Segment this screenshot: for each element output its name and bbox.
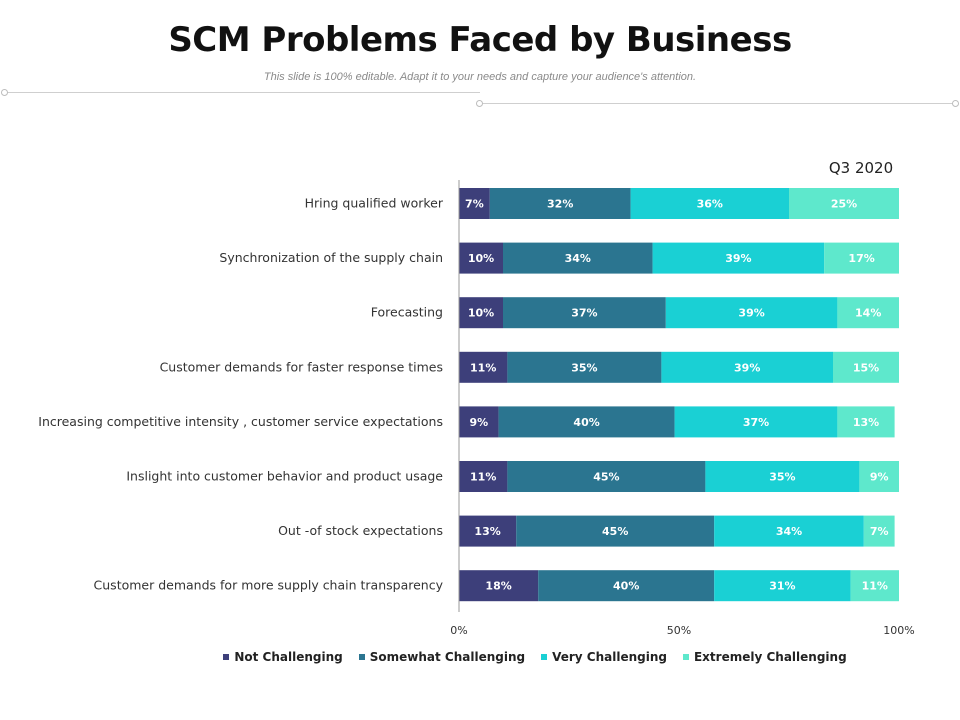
category-label: Inslight into customer behavior and prod… (126, 469, 443, 484)
period-label: Q3 2020 (829, 159, 893, 177)
bar-segment (824, 242, 899, 274)
data-label: 10% (468, 307, 494, 320)
data-label: 25% (831, 198, 857, 211)
bar-segment (661, 351, 833, 383)
bar-segment (850, 570, 899, 602)
bar-segment (859, 461, 899, 492)
data-label: 34% (565, 252, 591, 265)
bar-segment (459, 242, 503, 274)
decorative-dot-right (952, 100, 959, 107)
data-label: 15% (853, 361, 879, 374)
data-label: 37% (743, 416, 769, 429)
bar-segment (498, 406, 675, 438)
bar-segment (489, 188, 631, 219)
bar-segment (833, 351, 899, 383)
chart-legend: Not Challenging Somewhat Challenging Very … (0, 650, 960, 664)
legend-label: Not Challenging (234, 650, 343, 664)
bar-segment (714, 570, 851, 602)
data-label: 35% (769, 471, 795, 484)
data-label: 31% (769, 580, 795, 593)
bar-segment (503, 242, 653, 274)
legend-swatch (682, 654, 689, 660)
bar-segment (665, 297, 838, 329)
decorative-divider-left (4, 92, 480, 93)
bar-segment (459, 515, 517, 547)
data-label: 7% (465, 198, 484, 211)
legend-item: Very Challenging (541, 650, 667, 664)
legend-item: Not Challenging (223, 650, 343, 664)
data-label: 9% (870, 471, 889, 484)
bar-segment (459, 351, 508, 383)
bar-segment (837, 297, 899, 329)
bar-segment (538, 570, 715, 602)
data-label: 40% (573, 416, 599, 429)
data-label: 11% (470, 471, 496, 484)
bar-segment (516, 515, 715, 547)
x-tick-label: 50% (667, 624, 691, 637)
data-label: 11% (470, 361, 496, 374)
decorative-dot-left (1, 89, 8, 96)
category-label: Out -of stock expectations (278, 523, 443, 538)
legend-swatch (223, 654, 230, 660)
bar-segment (459, 297, 503, 329)
data-label: 35% (571, 361, 597, 374)
bar-segment (837, 406, 895, 438)
bar-segment (507, 351, 662, 383)
decorative-dot-center (476, 100, 483, 107)
data-label: 14% (855, 307, 881, 320)
data-label: 32% (547, 198, 573, 211)
bar-segment (652, 242, 825, 274)
page-subtitle: This slide is 100% editable. Adapt it to… (263, 71, 697, 83)
bar-segment (459, 406, 499, 438)
bar-segment (674, 406, 838, 438)
data-label: 36% (697, 198, 723, 211)
legend-label: Somewhat Challenging (369, 650, 526, 664)
bar-segment (714, 515, 864, 547)
bar-segment (459, 461, 508, 492)
category-label: Forecasting (371, 305, 443, 320)
data-label: 13% (474, 525, 500, 538)
data-label: 13% (853, 416, 879, 429)
legend-item: Extremely Challenging (682, 650, 847, 664)
legend-label: Very Challenging (552, 650, 667, 664)
page-title: SCM Problems Faced by Business (168, 20, 792, 60)
bar-segment (459, 188, 490, 219)
category-label: Customer demands for more supply chain t… (94, 578, 444, 593)
data-label: 45% (593, 471, 619, 484)
bar-segment (507, 461, 706, 492)
bar-segment (863, 515, 895, 547)
bar-segment (789, 188, 899, 219)
decorative-divider-right (480, 103, 955, 104)
data-label: 18% (485, 580, 511, 593)
data-label: 37% (571, 307, 597, 320)
data-label: 11% (862, 580, 888, 593)
bar-segment (503, 297, 666, 329)
data-label: 45% (602, 525, 628, 538)
stacked-bar-chart: Q3 2020 Hring qualified worker 7% 32% 36% 25%… (38, 159, 914, 637)
bar-segment (705, 461, 860, 492)
data-label: 17% (848, 252, 874, 265)
data-label: 10% (468, 252, 494, 265)
data-label: 9% (469, 416, 488, 429)
data-label: 40% (613, 580, 639, 593)
category-label: Hring qualified worker (305, 196, 444, 211)
data-label: 39% (734, 361, 760, 374)
data-label: 7% (870, 525, 889, 538)
legend-item: Somewhat Challenging (358, 650, 526, 664)
category-label: Synchronization of the supply chain (219, 250, 443, 265)
legend-swatch (358, 654, 365, 660)
category-label: Customer demands for faster response tim… (160, 359, 443, 374)
legend-label: Extremely Challenging (693, 650, 847, 664)
data-label: 34% (776, 525, 802, 538)
legend-swatch (541, 654, 548, 660)
data-label: 39% (725, 252, 751, 265)
bar-segment (630, 188, 789, 219)
category-label: Increasing competitive intensity , custo… (38, 414, 443, 429)
x-tick-label: 0% (450, 624, 467, 637)
x-tick-label: 100% (883, 624, 914, 637)
data-label: 39% (738, 307, 764, 320)
bar-segment (459, 570, 539, 602)
